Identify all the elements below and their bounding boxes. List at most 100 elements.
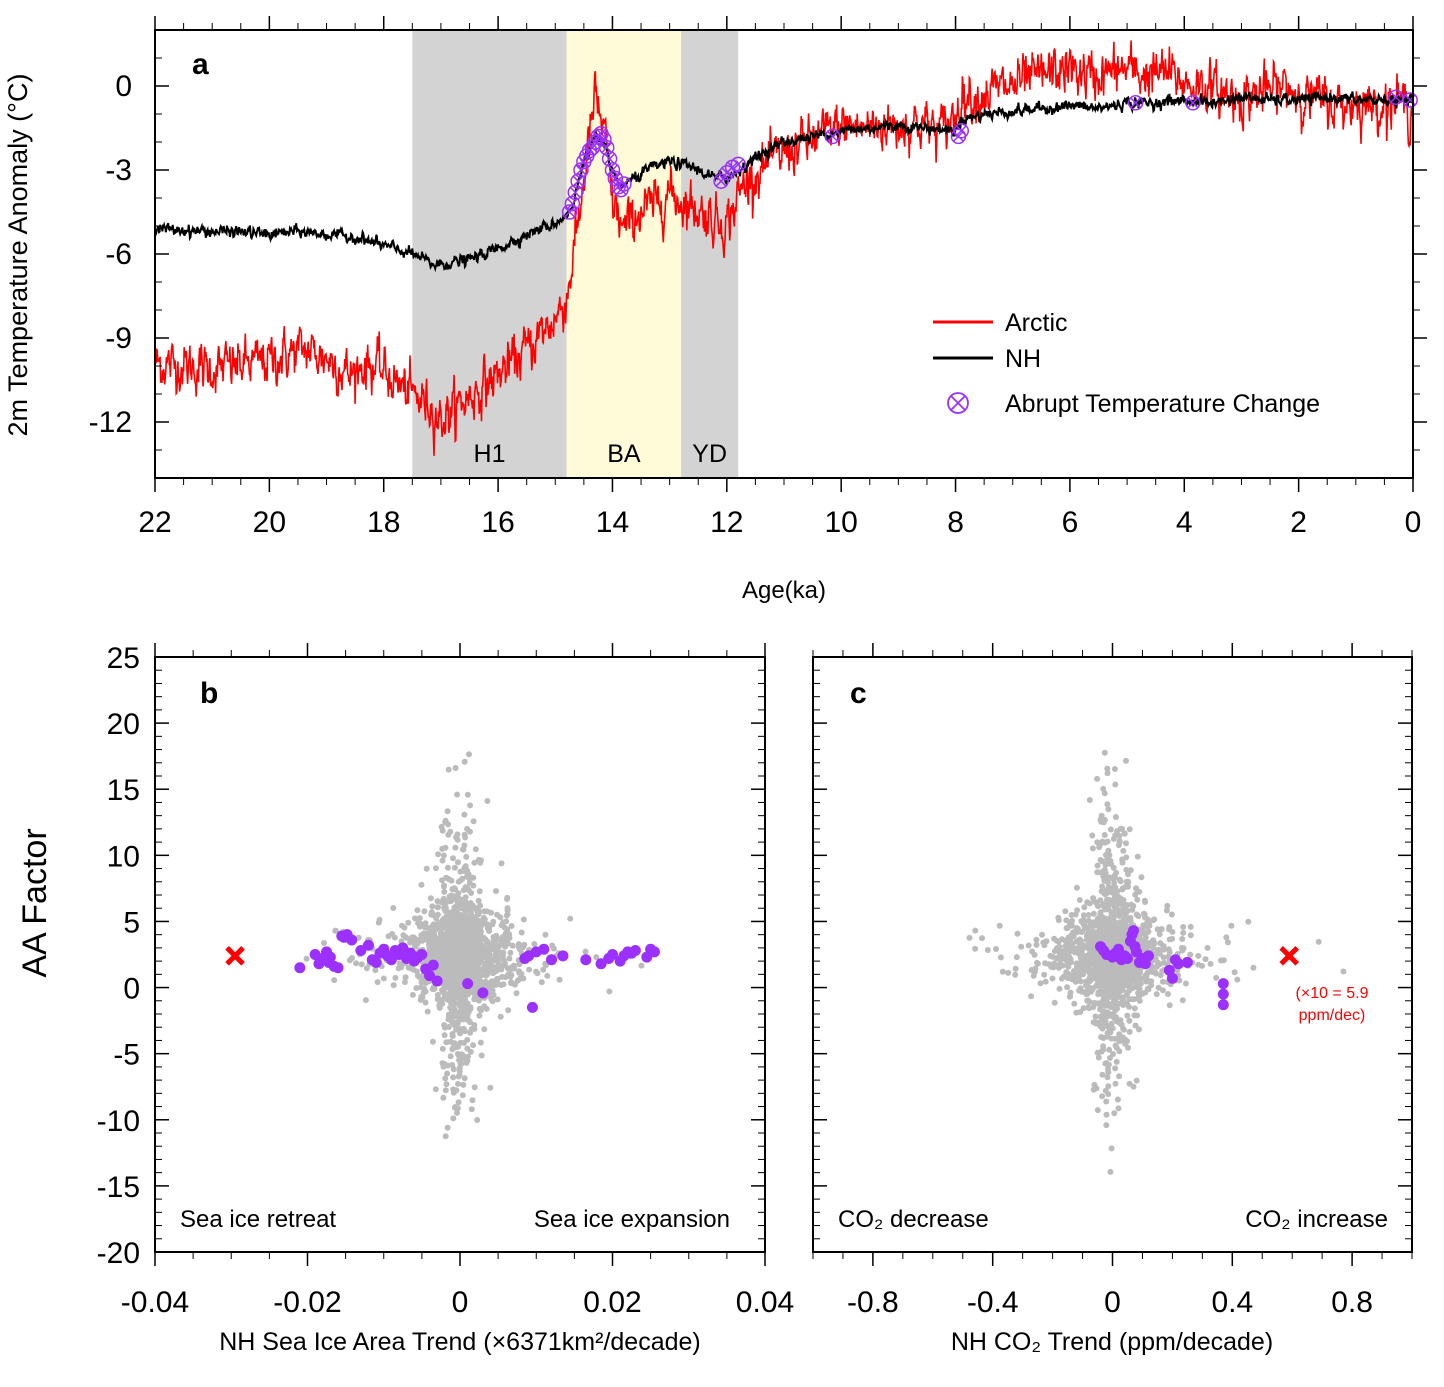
gray-point	[414, 940, 421, 947]
gray-point	[1120, 977, 1127, 984]
gray-point	[508, 971, 515, 978]
gray-point	[1103, 1111, 1110, 1118]
gray-point	[1120, 1025, 1127, 1032]
gray-point	[452, 909, 459, 916]
gray-point	[1099, 902, 1106, 909]
panel-b: -0.04 -0.02 0 0.02 0.04 25 20 15 10 5 0 -5 -10 -15 -20…	[16, 642, 794, 1356]
gray-point	[482, 936, 489, 942]
gray-point	[1121, 921, 1128, 927]
gray-point	[1104, 980, 1111, 987]
y-axis-label-a: 2m Temperature Anomaly (°C)	[3, 74, 33, 437]
abrupt-marker	[601, 151, 618, 167]
gray-point	[1149, 969, 1156, 975]
gray-point	[450, 1074, 457, 1081]
gray-point	[1114, 888, 1121, 895]
gray-point	[1315, 938, 1322, 945]
gray-point	[1120, 916, 1127, 923]
gray-point	[1067, 993, 1074, 1000]
gray-point	[1080, 912, 1087, 919]
gray-point	[450, 926, 457, 932]
gray-point	[455, 878, 462, 885]
gray-point	[1131, 996, 1138, 1003]
gray-point	[1094, 775, 1101, 782]
gray-point	[449, 886, 456, 893]
gray-point	[392, 974, 399, 981]
gray-point	[443, 962, 450, 969]
gray-point	[1099, 1008, 1106, 1015]
purple-point	[324, 951, 336, 963]
gray-point	[478, 955, 485, 962]
gray-point	[1231, 969, 1238, 976]
gray-point	[542, 931, 549, 938]
gray-point	[436, 1004, 443, 1011]
gray-point	[476, 1012, 483, 1019]
gray-point	[1068, 972, 1075, 979]
gray-point	[445, 996, 452, 1003]
gray-point	[1101, 1002, 1108, 1009]
gray-point	[1164, 902, 1171, 909]
gray-point	[1112, 1080, 1119, 1087]
gray-point	[465, 1017, 472, 1024]
x-tick-label: 0.8	[1331, 1286, 1373, 1319]
gray-point	[544, 972, 551, 979]
gray-point	[1033, 941, 1040, 948]
gray-point	[332, 927, 339, 934]
x-tick-label: -0.8	[847, 1286, 899, 1319]
gray-point	[1138, 874, 1145, 881]
gray-point	[451, 993, 458, 1000]
gray-point	[1130, 1083, 1137, 1090]
gray-point	[1111, 883, 1118, 890]
gray-point	[477, 902, 484, 909]
gray-point	[1144, 985, 1151, 992]
gray-point	[454, 941, 461, 948]
gray-point	[445, 766, 452, 773]
gray-point	[449, 1031, 456, 1037]
gray-point	[476, 888, 483, 895]
gray-point	[455, 1043, 461, 1050]
gray-point	[1050, 964, 1057, 971]
purple-point	[538, 943, 550, 955]
gray-point	[443, 1081, 450, 1088]
gray-point	[1245, 918, 1252, 925]
gray-point	[1213, 974, 1220, 981]
gray-point	[434, 904, 441, 911]
gray-point	[499, 973, 506, 980]
abrupt-marker	[564, 195, 581, 212]
gray-point	[439, 877, 445, 884]
gray-point	[441, 985, 448, 992]
y-axis-label-b: AA Factor	[16, 828, 54, 977]
gray-point	[1107, 993, 1114, 1000]
annotation-co2-increase: CO₂ increase	[1245, 1206, 1388, 1233]
gray-point	[1034, 959, 1040, 966]
gray-point	[1077, 978, 1084, 985]
gray-point	[470, 1042, 477, 1049]
gray-point	[409, 991, 416, 998]
gray-point	[484, 921, 491, 928]
gray-point	[462, 834, 469, 841]
observed-marker-c	[1279, 946, 1299, 966]
gray-point	[439, 1045, 446, 1052]
gray-point	[1033, 936, 1040, 943]
gray-point	[1125, 1044, 1131, 1051]
observed-x-stroke	[225, 946, 245, 966]
gray-point	[1084, 957, 1091, 964]
gray-point	[443, 1039, 450, 1046]
gray-point	[1049, 975, 1056, 982]
gray-point	[1137, 980, 1144, 987]
gray-point	[440, 852, 447, 859]
gray-point	[459, 987, 466, 994]
gray-point	[1099, 1071, 1106, 1078]
gray-point	[508, 979, 515, 986]
gray-point	[1102, 1087, 1109, 1094]
gray-point	[1131, 1012, 1138, 1019]
gray-point	[442, 907, 449, 914]
abrupt-marker	[713, 173, 729, 189]
gray-point	[459, 950, 466, 957]
purple-point	[1172, 958, 1184, 970]
y-tick-label: 5	[123, 906, 140, 939]
gray-point	[1097, 857, 1104, 863]
gray-point	[1132, 891, 1139, 898]
gray-point	[1149, 963, 1156, 970]
gray-point	[1168, 911, 1175, 918]
annotation-sea-ice-expansion: Sea ice expansion	[534, 1206, 730, 1233]
